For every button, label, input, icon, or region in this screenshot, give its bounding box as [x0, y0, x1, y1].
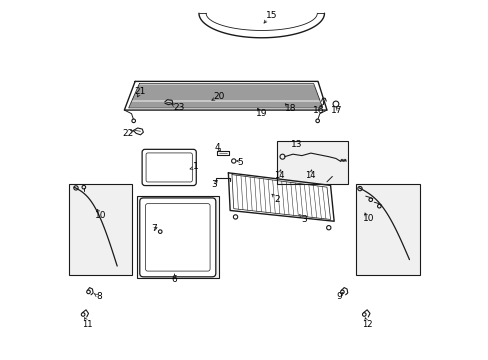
Text: 20: 20 [213, 92, 224, 101]
Text: 19: 19 [255, 109, 267, 118]
Bar [355, 184, 419, 275]
Text: 23: 23 [173, 103, 184, 112]
FancyBboxPatch shape [142, 149, 196, 185]
Text: 2: 2 [273, 195, 279, 204]
Text: 9: 9 [335, 292, 341, 301]
Text: 14: 14 [273, 171, 284, 180]
Text: 1: 1 [193, 162, 199, 171]
Text: 14: 14 [305, 171, 315, 180]
Text: 7: 7 [151, 224, 157, 233]
Bar [276, 140, 348, 184]
FancyBboxPatch shape [145, 204, 210, 271]
Text: 22: 22 [122, 129, 133, 138]
Text: 4: 4 [214, 143, 219, 152]
Text: 8: 8 [96, 292, 102, 301]
Text: 6: 6 [171, 275, 177, 284]
Text: 13: 13 [290, 140, 302, 149]
Text: 11: 11 [82, 320, 93, 329]
FancyBboxPatch shape [146, 153, 192, 182]
Bar [137, 196, 219, 278]
Text: 3: 3 [211, 180, 217, 189]
Bar [69, 184, 131, 275]
Text: 21: 21 [135, 86, 146, 95]
Text: 16: 16 [313, 106, 324, 115]
Text: 10: 10 [362, 214, 373, 223]
Text: 5: 5 [237, 158, 243, 167]
Text: 10: 10 [95, 211, 106, 220]
Text: 15: 15 [265, 11, 277, 20]
Text: 3: 3 [300, 215, 306, 224]
Text: 17: 17 [330, 106, 342, 115]
Text: 12: 12 [361, 320, 372, 329]
FancyBboxPatch shape [140, 198, 215, 277]
Text: 18: 18 [284, 104, 296, 113]
